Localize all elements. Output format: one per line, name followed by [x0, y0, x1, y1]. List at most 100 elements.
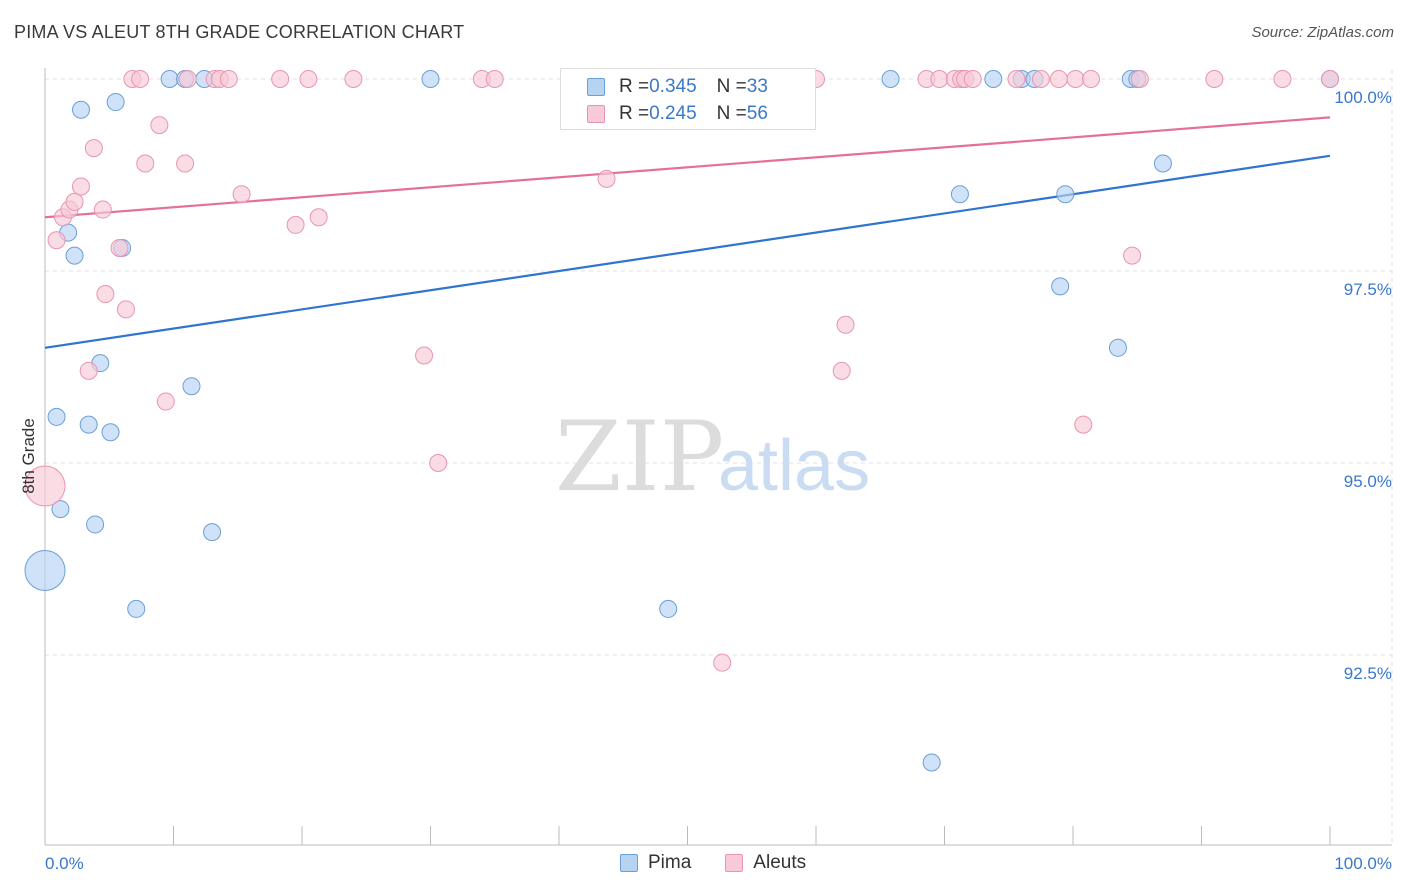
pima-point: [1108, 338, 1127, 357]
y-tick-label: 92.5%: [1344, 664, 1392, 683]
pima-legend-swatch: [620, 854, 638, 872]
pima-point: [101, 423, 120, 442]
pima-point: [922, 753, 941, 772]
watermark-zip: ZIP: [555, 401, 724, 513]
aleuts-point: [1049, 70, 1068, 88]
trend-lines: [44, 116, 1331, 349]
r-label: R =: [619, 76, 650, 97]
y-tick-label: 100.0%: [1334, 88, 1392, 107]
aleuts-point: [150, 116, 169, 135]
aleuts-point: [597, 169, 616, 188]
legend-item-pima[interactable]: Pima: [620, 852, 691, 874]
legend-label-aleuts: Aleuts: [753, 852, 807, 873]
aleuts-point: [1123, 246, 1142, 265]
pima-point: [203, 523, 222, 542]
aleuts-point: [84, 139, 103, 158]
aleuts-point: [344, 70, 363, 88]
n-label: N =: [716, 76, 747, 97]
y-tick-label: 97.5%: [1344, 280, 1392, 299]
aleuts-point: [963, 70, 982, 88]
pima-point: [659, 599, 678, 618]
pima-point: [86, 515, 105, 534]
pima-point: [950, 185, 969, 204]
aleuts-point: [485, 70, 504, 88]
r-label: R =: [619, 103, 650, 124]
pima-point: [1153, 154, 1172, 173]
aleuts-point: [93, 200, 112, 219]
aleuts-point: [309, 208, 328, 227]
aleuts-point: [1081, 70, 1100, 88]
aleuts-point: [429, 454, 448, 472]
aleuts-point: [1074, 415, 1093, 434]
r-value-aleuts: 0.245: [649, 103, 697, 124]
aleuts-point: [286, 215, 305, 234]
watermark-atlas: atlas: [718, 426, 870, 506]
aleuts-point: [1007, 70, 1026, 88]
aleuts-point: [1205, 70, 1224, 88]
aleuts-point: [299, 70, 318, 88]
aleuts-point: [415, 346, 434, 365]
n-label: N =: [716, 103, 747, 124]
aleuts-point: [96, 285, 115, 304]
aleuts-point: [176, 154, 195, 173]
aleuts-point: [178, 70, 197, 88]
axes: [44, 68, 1392, 846]
aleuts-point: [930, 70, 949, 88]
stats-row-pima: R = 0.345 N = 33: [587, 76, 768, 98]
aleuts-point: [136, 154, 155, 173]
aleuts-point: [1066, 70, 1085, 88]
r-value-pima: 0.345: [649, 76, 697, 97]
aleuts-point: [271, 70, 290, 88]
y-tick-label: 95.0%: [1344, 472, 1392, 491]
aleuts-legend-swatch: [725, 854, 744, 872]
y-axis-label: 8th Grade: [19, 418, 38, 494]
pima-point: [421, 70, 440, 88]
pima-point: [106, 93, 125, 112]
watermark: ZIP atlas: [555, 401, 870, 513]
aleuts-point: [1273, 70, 1292, 88]
pima-point: [1056, 185, 1075, 204]
aleuts-point: [232, 185, 251, 204]
aleuts-point: [156, 392, 175, 411]
n-value-pima: 33: [746, 76, 768, 97]
aleuts-point: [116, 300, 135, 319]
aleuts-point: [24, 465, 66, 507]
pima-point: [24, 550, 66, 592]
n-value-aleuts: 56: [746, 103, 768, 124]
aleuts-point: [65, 192, 84, 211]
x-tick-label: 0.0%: [45, 854, 84, 873]
pima-point: [160, 70, 179, 88]
legend-label-pima: Pima: [648, 852, 692, 873]
pima-trend-line: [44, 154, 1331, 349]
aleuts-point: [219, 70, 238, 88]
legend: Pima Aleuts: [620, 852, 806, 874]
pima-point: [71, 100, 90, 119]
x-tick-label: 100.0%: [1334, 854, 1392, 873]
pima-point: [1051, 277, 1070, 296]
pima-point: [881, 70, 900, 88]
pima-point: [127, 599, 146, 618]
aleuts-point: [1031, 70, 1050, 88]
aleuts-point: [79, 361, 98, 380]
aleuts-point: [131, 70, 150, 88]
aleuts-point: [47, 231, 66, 250]
tick-labels: 92.5% 95.0% 97.5% 100.0% 0.0% 100.0%: [45, 88, 1392, 873]
source-label: Source: ZipAtlas.com: [1251, 24, 1394, 41]
aleuts-trend-line: [44, 116, 1331, 219]
legend-item-aleuts[interactable]: Aleuts: [725, 852, 806, 874]
aleuts-point: [713, 653, 732, 672]
pima-point: [79, 415, 98, 434]
aleuts-point: [1130, 70, 1149, 88]
data-points: [24, 70, 1339, 772]
aleuts-swatch: [587, 105, 605, 123]
aleuts-point: [832, 361, 851, 380]
chart-title: PIMA VS ALEUT 8TH GRADE CORRELATION CHAR…: [14, 22, 465, 42]
stats-box: R = 0.345 N = 33 R = 0.245 N = 56: [560, 68, 816, 130]
stats-row-aleuts: R = 0.245 N = 56: [587, 103, 768, 125]
aleuts-point: [1321, 70, 1339, 88]
aleuts-point: [836, 315, 855, 334]
aleuts-point: [71, 177, 90, 196]
pima-point: [65, 246, 84, 265]
pima-point: [182, 377, 201, 396]
